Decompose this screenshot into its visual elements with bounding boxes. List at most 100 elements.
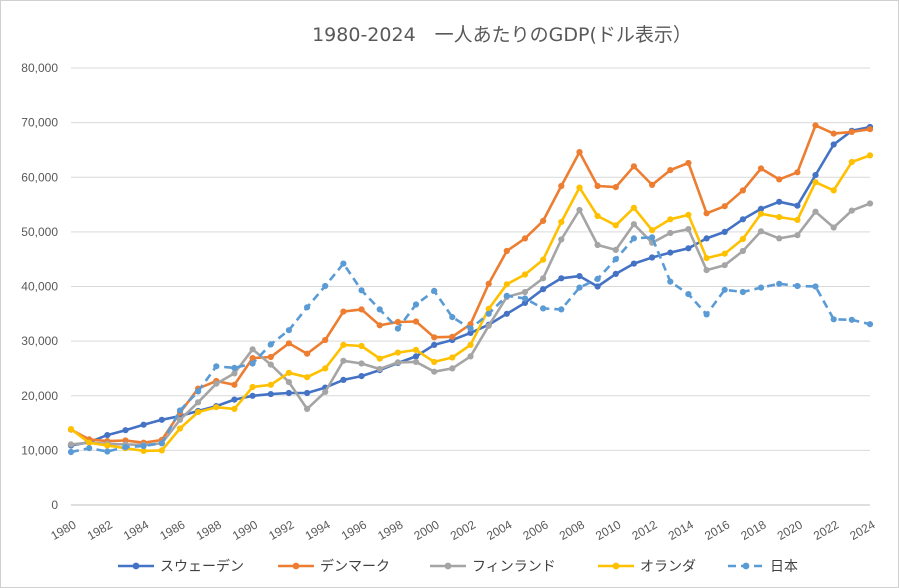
data-point <box>594 275 601 282</box>
data-point <box>558 306 565 313</box>
data-point <box>86 439 93 446</box>
data-point <box>630 163 638 170</box>
data-point <box>540 286 547 293</box>
legend-item: オランダ <box>598 559 696 575</box>
data-point <box>612 246 619 253</box>
data-point <box>776 280 783 287</box>
data-point <box>104 442 111 449</box>
data-point <box>67 426 75 433</box>
data-point <box>594 241 601 249</box>
x-tick-label: 1982 <box>85 517 115 543</box>
data-point <box>812 172 819 179</box>
data-point <box>485 322 492 329</box>
data-point <box>776 235 783 242</box>
series-4 <box>67 152 874 454</box>
data-point <box>739 247 747 255</box>
data-point <box>485 280 492 287</box>
data-point <box>685 211 692 218</box>
data-point <box>122 444 129 451</box>
data-point <box>340 260 347 267</box>
legend-label: オランダ <box>640 559 696 575</box>
data-point <box>830 130 837 137</box>
legend-label: フィンランド <box>472 559 556 575</box>
x-tick-label: 1996 <box>339 517 369 543</box>
legend-label: 日本 <box>770 559 798 575</box>
data-point <box>757 165 765 172</box>
data-point <box>394 359 401 366</box>
data-point <box>612 222 619 229</box>
data-point <box>176 407 184 414</box>
data-point <box>503 281 510 288</box>
data-point <box>521 271 529 278</box>
y-tick-label: 0 <box>51 498 58 512</box>
legend-item: 日本 <box>728 559 798 575</box>
data-point <box>540 256 547 263</box>
data-point <box>231 381 238 388</box>
data-point <box>431 287 438 294</box>
data-point <box>576 273 583 280</box>
data-point <box>267 353 274 361</box>
data-point <box>122 427 129 434</box>
series-5 <box>67 234 874 456</box>
data-point <box>721 250 728 257</box>
data-point <box>231 370 238 377</box>
x-tick-label: 2008 <box>557 517 587 543</box>
legend: スウェーデン デンマーク フィンランド オランダ 日本 <box>118 558 798 575</box>
data-point <box>67 441 75 448</box>
data-point <box>739 187 747 194</box>
data-point <box>830 316 837 323</box>
data-point <box>140 442 147 450</box>
data-point <box>231 405 238 412</box>
data-point <box>86 445 93 452</box>
data-point <box>358 306 365 313</box>
data-point <box>412 346 420 353</box>
data-point <box>703 235 710 242</box>
x-tick-label: 2024 <box>847 517 877 543</box>
legend-item: フィンランド <box>430 559 556 575</box>
data-point <box>667 278 674 285</box>
data-point <box>140 447 147 454</box>
data-point <box>630 260 638 267</box>
data-point <box>703 210 710 217</box>
data-point <box>431 334 438 341</box>
data-point <box>558 236 565 243</box>
x-tick-label: 2004 <box>484 517 514 543</box>
x-tick-label: 2002 <box>448 517 478 543</box>
data-point <box>322 336 329 344</box>
y-tick-label: 30,000 <box>21 334 58 348</box>
data-point <box>540 305 547 312</box>
data-point <box>848 158 855 166</box>
data-point <box>594 283 601 290</box>
data-point <box>721 203 728 210</box>
data-point <box>521 295 529 302</box>
legend-swatch-marker <box>292 562 300 570</box>
data-point <box>812 179 819 186</box>
data-point <box>158 416 165 423</box>
data-point <box>630 221 638 228</box>
legend-swatch-marker <box>612 562 620 570</box>
data-point <box>649 254 656 261</box>
data-point <box>576 284 583 291</box>
data-point <box>703 311 710 318</box>
data-point <box>394 318 401 326</box>
data-point <box>176 425 184 432</box>
data-point <box>467 329 474 336</box>
y-tick-label: 70,000 <box>21 116 58 130</box>
data-point <box>576 149 583 156</box>
data-point <box>776 198 783 205</box>
data-point <box>812 122 819 129</box>
y-tick-label: 80,000 <box>21 61 58 75</box>
data-point <box>304 350 311 357</box>
y-tick-label: 60,000 <box>21 170 58 184</box>
data-point <box>304 389 311 397</box>
data-point <box>612 270 619 277</box>
data-point <box>213 404 220 411</box>
x-tick-label: 2000 <box>412 517 442 543</box>
x-axis-ticks: 1980 1982 1984 1986 1988 1990 1992 1994 1996 1998… <box>48 517 877 543</box>
data-point <box>176 416 184 423</box>
data-point <box>158 447 165 454</box>
data-point <box>376 322 383 329</box>
data-point <box>794 216 801 223</box>
data-point <box>104 448 111 455</box>
